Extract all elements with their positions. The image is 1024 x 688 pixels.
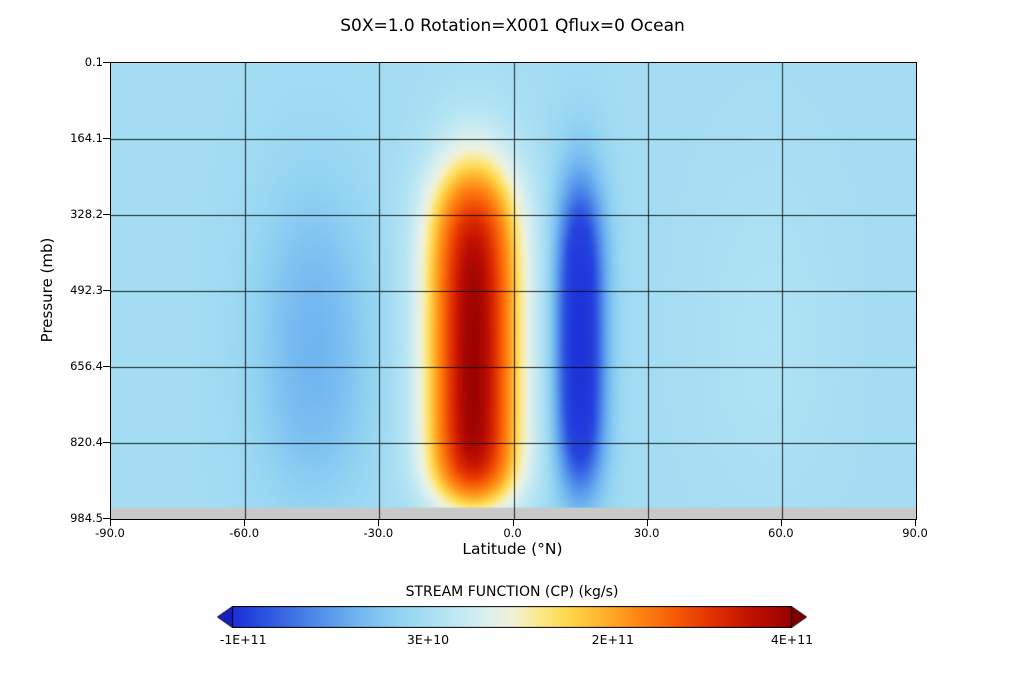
chart-title: S0X=1.0 Rotation=X001 Qflux=0 Ocean [340, 16, 685, 36]
x-tick-label: -60.0 [229, 526, 260, 540]
colorbar-tick-label: 4E+11 [770, 632, 814, 647]
y-tick-mark [103, 290, 110, 291]
x-tick-mark [780, 520, 782, 526]
y-tick-label: 0.1 [84, 55, 103, 69]
plot-frame [110, 62, 917, 520]
x-tick-mark [110, 520, 111, 526]
colorbar-title: STREAM FUNCTION (CP) (kg/s) [405, 584, 619, 600]
x-tick-label: 90.0 [902, 526, 928, 540]
y-tick-label: 984.5 [70, 511, 103, 525]
y-tick-label: 328.2 [70, 206, 103, 221]
x-tick-mark [512, 520, 514, 526]
x-axis-label: Latitude (°N) [462, 540, 563, 558]
colorbar [217, 606, 807, 628]
y-tick-mark [103, 62, 110, 63]
y-tick-mark [103, 137, 110, 139]
x-tick-mark [915, 520, 916, 526]
colorbar-tick-label: -1E+11 [219, 632, 267, 647]
y-tick-label: 492.3 [70, 283, 103, 297]
y-axis-label: Pressure (mb) [38, 237, 56, 343]
y-tick-mark [103, 366, 110, 367]
y-tick-label: 656.4 [70, 359, 103, 373]
y-tick-label: 820.4 [70, 434, 103, 449]
x-tick-label: 30.0 [633, 526, 660, 540]
x-tick-label: -90.0 [95, 526, 125, 540]
x-tick-label: 60.0 [768, 526, 794, 540]
x-tick-mark [244, 520, 246, 526]
y-tick-mark [103, 441, 110, 443]
colorbar-tick-label: 2E+11 [591, 632, 634, 647]
heatmap-canvas [111, 63, 916, 519]
x-tick-label: -30.0 [363, 526, 394, 540]
y-tick-label: 164.1 [70, 130, 103, 145]
y-tick-mark [103, 213, 110, 215]
x-tick-mark [378, 520, 380, 526]
x-tick-label: 0.0 [503, 526, 522, 540]
x-tick-mark [646, 520, 648, 526]
y-tick-mark [103, 518, 110, 519]
colorbar-tick-label: 3E+10 [406, 632, 450, 647]
